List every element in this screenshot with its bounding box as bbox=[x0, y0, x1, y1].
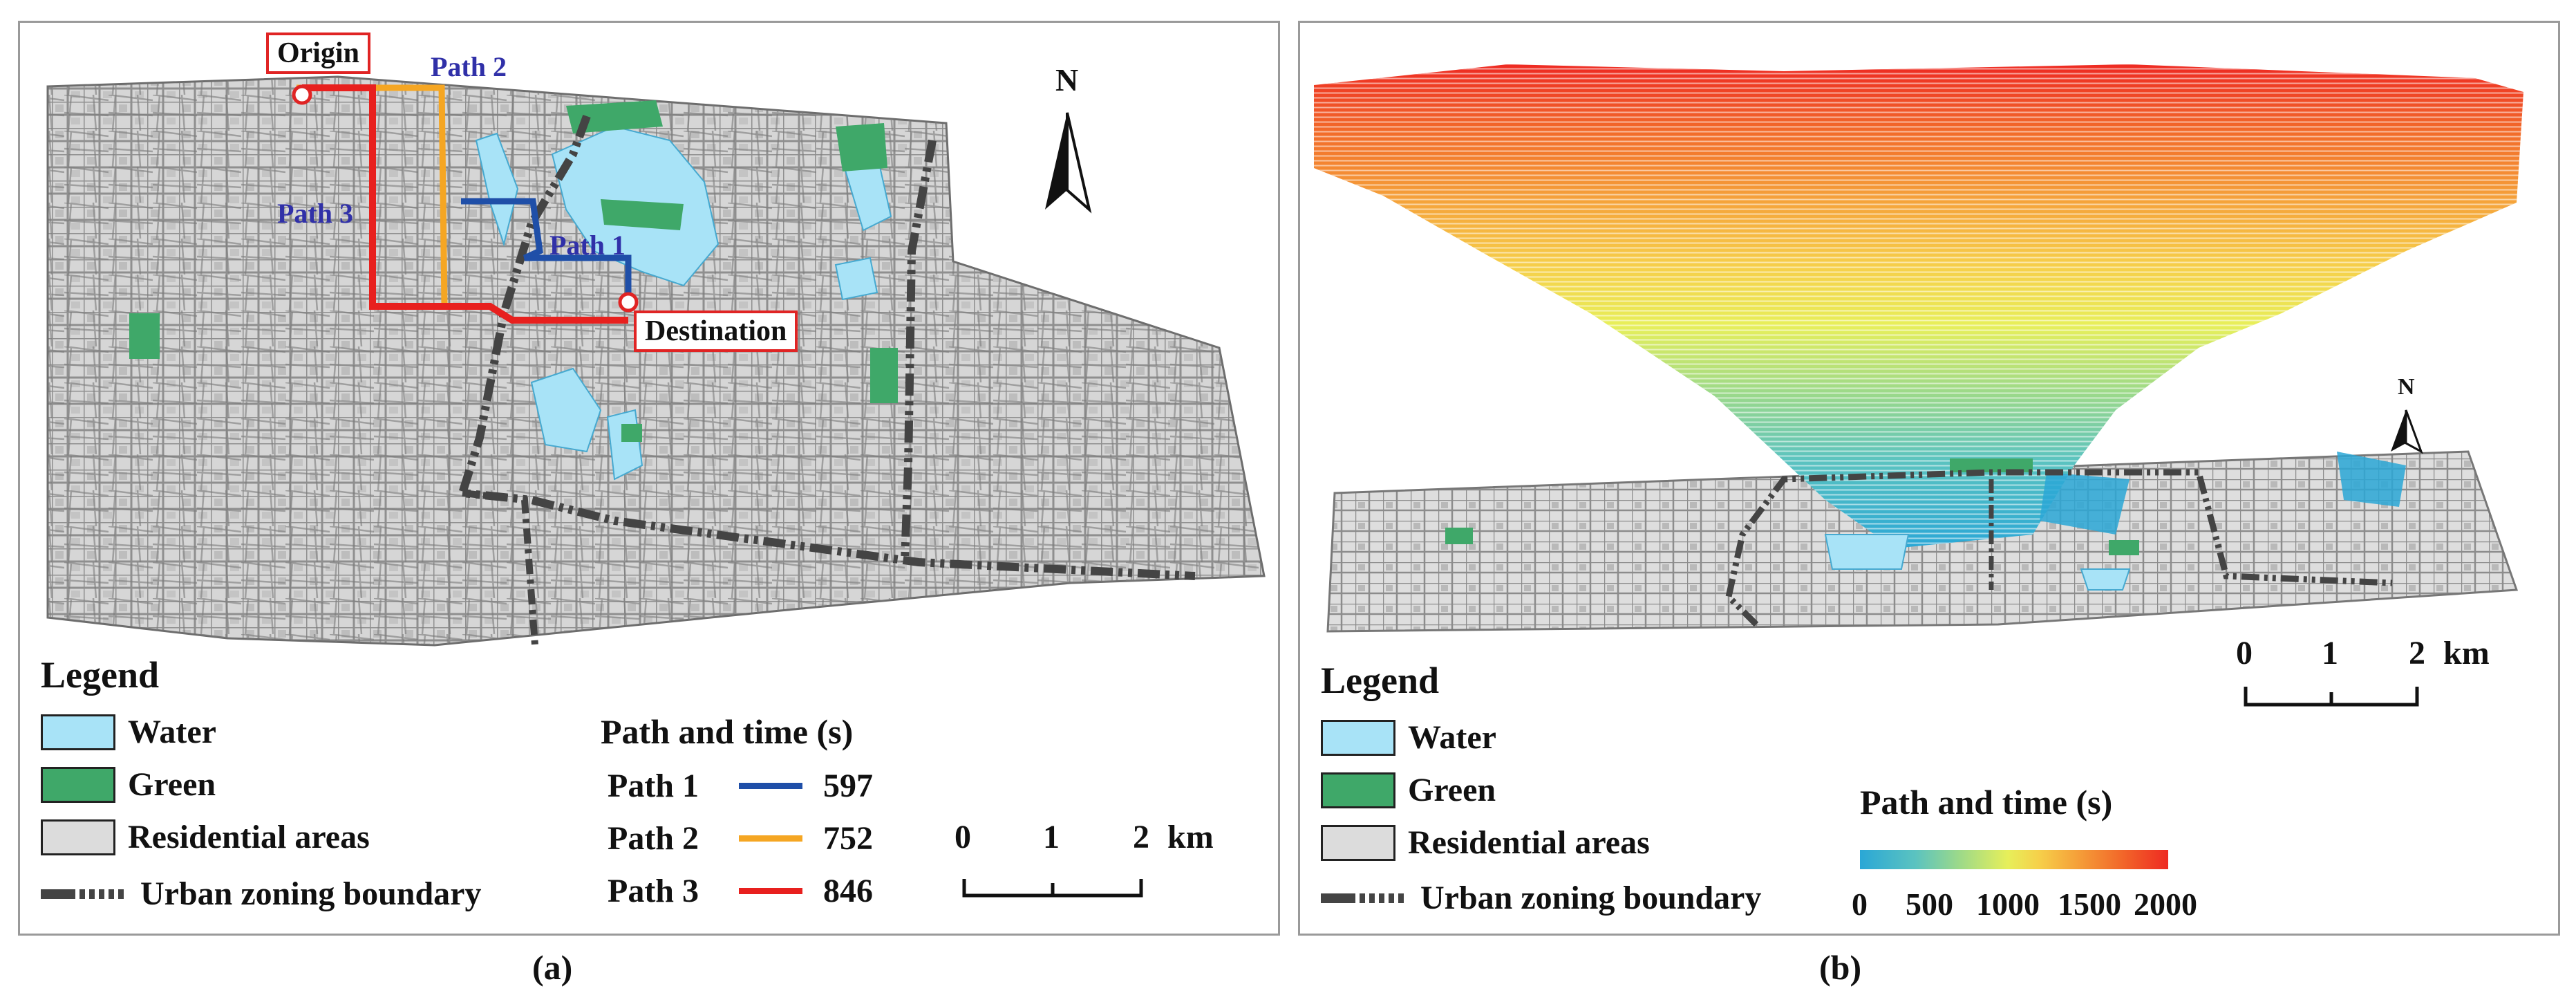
panel-a: Origin Path 2 Path 3 Path 1 Destination … bbox=[18, 21, 1280, 936]
path-3-label: Path 3 bbox=[277, 198, 353, 229]
scale-0: 0 bbox=[2236, 635, 2253, 671]
path-1-swatch-icon bbox=[739, 783, 802, 789]
legend-green-label: Green bbox=[128, 766, 216, 803]
colorbar-tick: 1000 bbox=[1976, 887, 2040, 922]
legend-water-label: Water bbox=[1408, 719, 1496, 756]
water-swatch-icon bbox=[1321, 719, 1395, 756]
water-swatch-icon bbox=[41, 714, 115, 750]
path-1-line bbox=[461, 198, 632, 306]
scale-2: 2 bbox=[2409, 635, 2425, 671]
north-label: N bbox=[2398, 374, 2415, 400]
dashed-boundary-icon bbox=[1321, 893, 1408, 903]
city-map-a bbox=[46, 75, 1266, 898]
low-time-spots bbox=[2040, 452, 2406, 535]
legend-boundary: Urban zoning boundary bbox=[41, 875, 481, 913]
caption-a: (a) bbox=[532, 948, 573, 987]
origin-label: Origin bbox=[266, 33, 371, 74]
scale-1: 1 bbox=[2322, 635, 2338, 671]
legend-water: Water bbox=[41, 713, 216, 751]
path-row-time: 846 bbox=[823, 873, 873, 909]
legend-green: Green bbox=[41, 766, 216, 804]
legend-water-label: Water bbox=[128, 714, 216, 750]
path-row-time: 752 bbox=[823, 820, 873, 857]
path-3-line bbox=[302, 84, 628, 324]
path-2-swatch-icon bbox=[739, 835, 802, 842]
path-row-time: 597 bbox=[823, 768, 873, 804]
scale-0: 0 bbox=[955, 819, 971, 855]
path-row-name: Path 1 bbox=[608, 768, 699, 804]
legend-boundary-label: Urban zoning boundary bbox=[140, 875, 482, 912]
scale-unit: km bbox=[2443, 635, 2490, 671]
colorbar-tick: 1500 bbox=[2058, 887, 2121, 922]
path-table-title: Path and time (s) bbox=[601, 712, 854, 751]
legend-title: Legend bbox=[41, 654, 160, 696]
legend-residential-label: Residential areas bbox=[1408, 824, 1650, 861]
north-arrow-icon bbox=[1045, 112, 1092, 214]
destination-label: Destination bbox=[634, 310, 798, 352]
colorbar-tick: 0 bbox=[1852, 887, 1868, 922]
scale-1: 1 bbox=[1043, 819, 1060, 855]
caption-b: (b) bbox=[1819, 948, 1862, 987]
legend-boundary-label: Urban zoning boundary bbox=[1420, 880, 1762, 916]
legend-residential-label: Residential areas bbox=[128, 819, 370, 855]
green-areas bbox=[129, 100, 898, 442]
legend-boundary: Urban zoning boundary bbox=[1321, 879, 1761, 917]
green-swatch-icon bbox=[41, 766, 115, 803]
scale-bar bbox=[2244, 687, 2419, 707]
legend-residential: Residential areas bbox=[41, 818, 370, 856]
path-row-3: Path 3 846 bbox=[608, 872, 873, 910]
legend-title: Legend bbox=[1321, 660, 1440, 701]
scale-unit: km bbox=[1167, 819, 1214, 855]
path-row-1: Path 1 597 bbox=[608, 767, 873, 805]
scale-2: 2 bbox=[1133, 819, 1149, 855]
legend-residential: Residential areas bbox=[1321, 824, 1650, 862]
origin-marker bbox=[292, 84, 312, 105]
path-row-name: Path 2 bbox=[608, 820, 699, 857]
residential-swatch-icon bbox=[1321, 824, 1395, 861]
dashed-boundary-icon bbox=[41, 889, 128, 899]
path-2-label: Path 2 bbox=[431, 51, 507, 82]
urban-zoning-boundary bbox=[1725, 469, 2393, 627]
colorbar-tick: 500 bbox=[1906, 887, 1953, 922]
path-3-swatch-icon bbox=[739, 888, 802, 894]
legend-green-label: Green bbox=[1408, 772, 1496, 808]
colorbar-title: Path and time (s) bbox=[1860, 783, 2113, 822]
legend-green: Green bbox=[1321, 771, 1496, 809]
legend-water: Water bbox=[1321, 718, 1496, 757]
3d-path-time-map bbox=[1314, 64, 2523, 707]
path-row-2: Path 2 752 bbox=[608, 819, 873, 857]
colorbar bbox=[1860, 850, 2168, 869]
panel-b: N 0 1 2 km Legend Water Green Residentia… bbox=[1298, 21, 2560, 936]
residential-swatch-icon bbox=[41, 819, 115, 855]
path-row-name: Path 3 bbox=[608, 873, 699, 909]
scale-bar bbox=[962, 879, 1143, 898]
north-arrow-icon bbox=[2391, 409, 2423, 454]
north-label: N bbox=[1055, 62, 1079, 98]
destination-marker bbox=[618, 292, 639, 313]
path-1-label: Path 1 bbox=[549, 230, 626, 261]
urban-zoning-boundary bbox=[457, 114, 1196, 646]
colorbar-tick: 2000 bbox=[2134, 887, 2197, 922]
green-swatch-icon bbox=[1321, 772, 1395, 808]
